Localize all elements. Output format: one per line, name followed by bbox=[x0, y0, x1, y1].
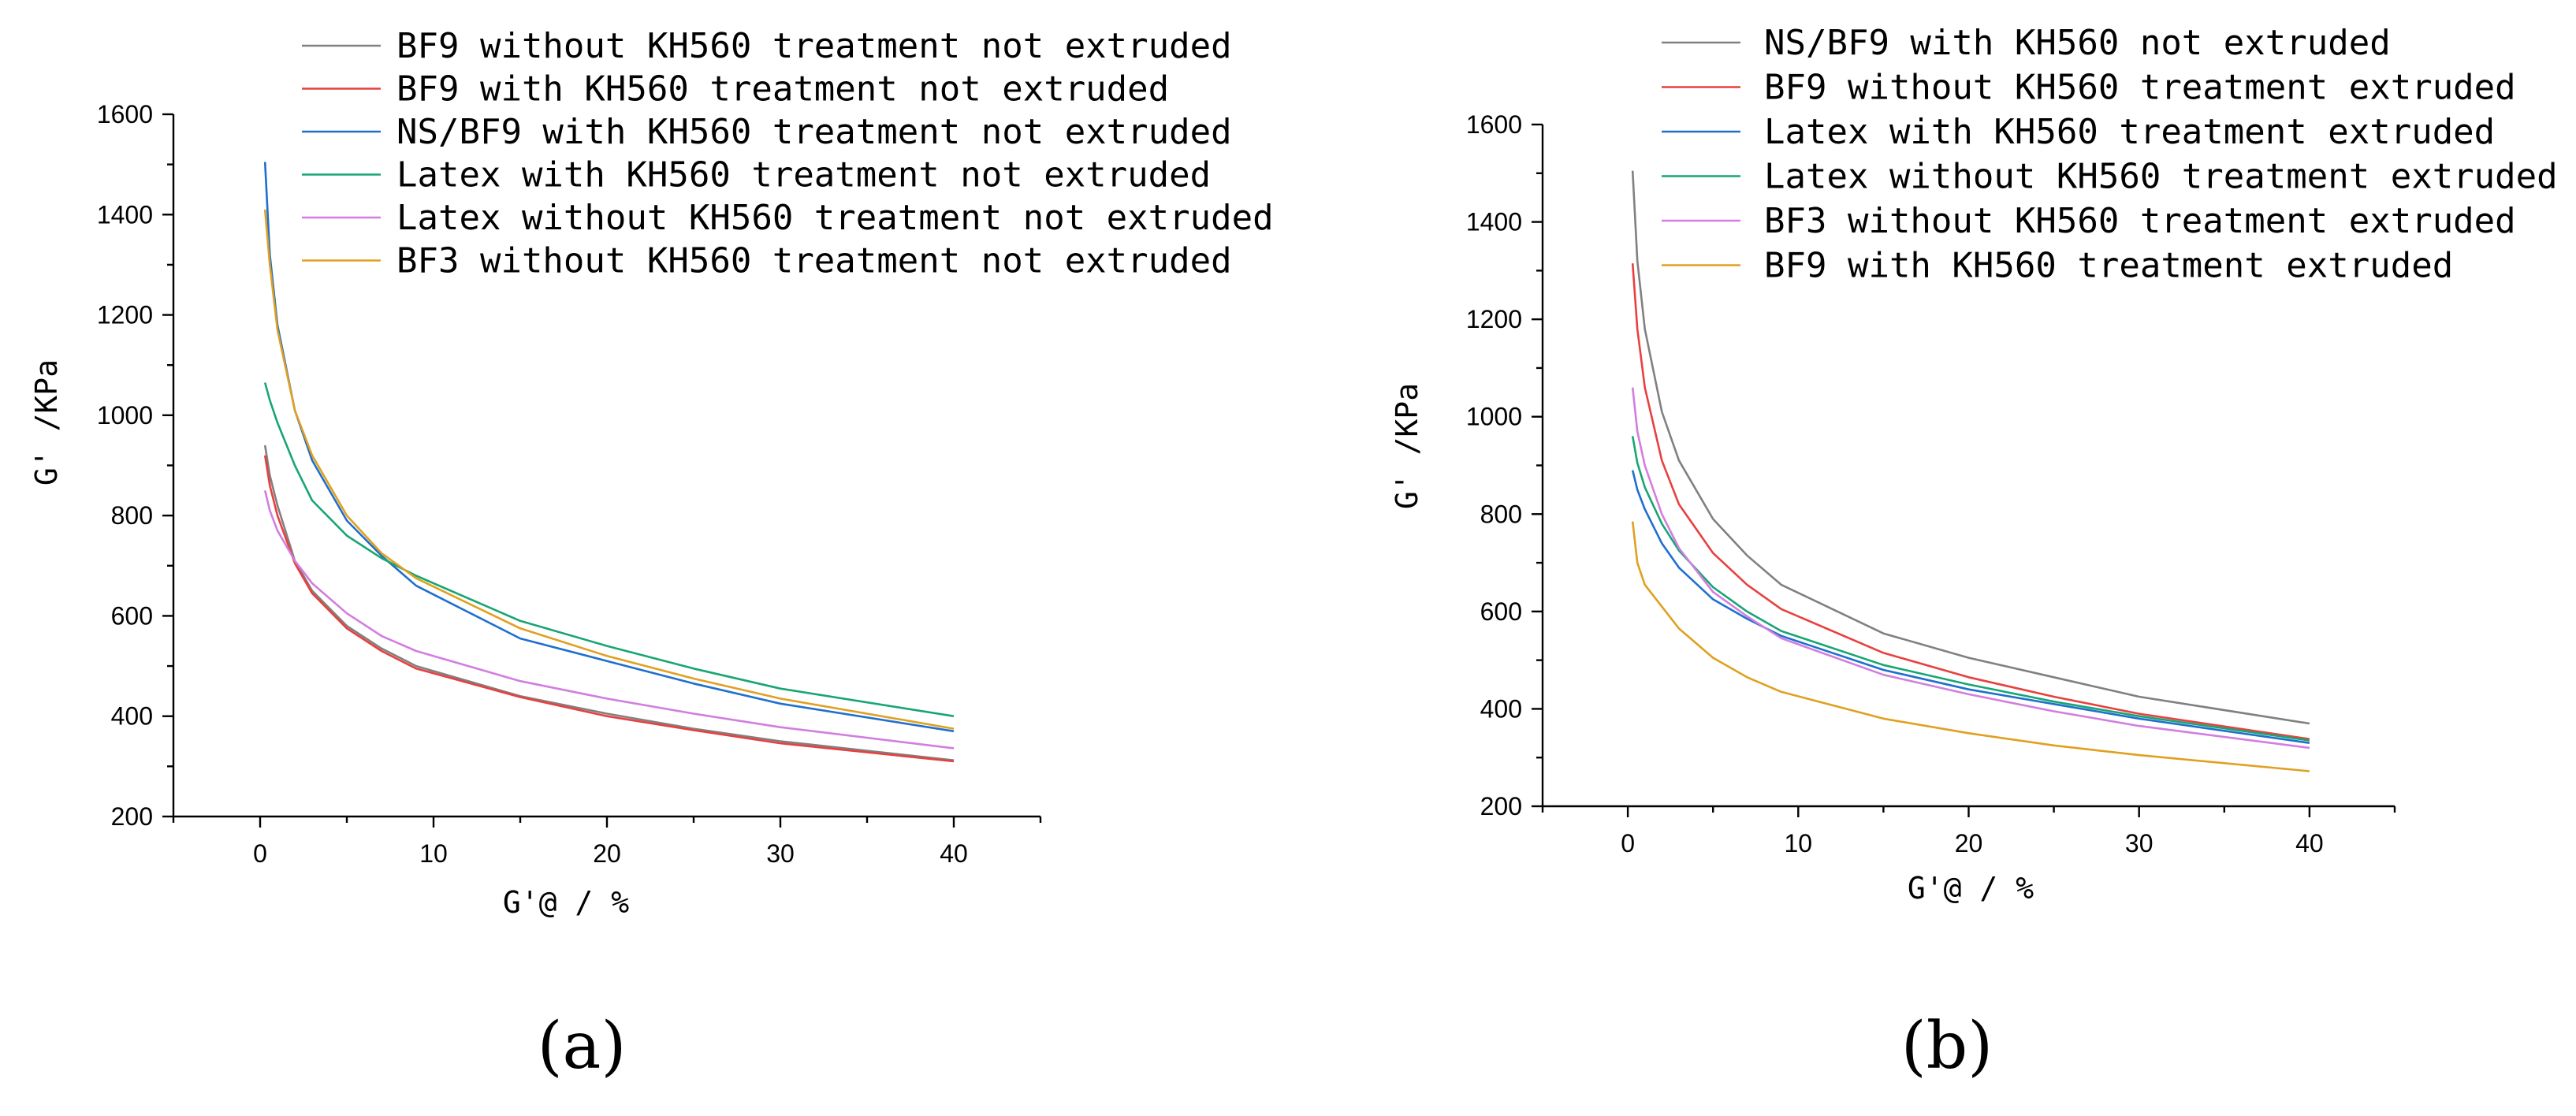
series-line-a-4 bbox=[263, 382, 955, 717]
y-tick-label-a: 1400 bbox=[97, 200, 153, 229]
legend-label-b-3: Latex with KH560 treatment extruded bbox=[1764, 112, 2495, 152]
y-tick-label-b: 400 bbox=[1480, 694, 1522, 723]
x-tick-label-b: 30 bbox=[2125, 829, 2153, 857]
panel-label-b: (b) bbox=[1901, 1009, 1993, 1084]
y-tick-label-a: 800 bbox=[111, 501, 153, 530]
series-line-b-6 bbox=[1631, 521, 2310, 772]
legend-label-a-1: BF9 without KH560 treatment not extruded bbox=[396, 26, 1232, 66]
series-line-b-2 bbox=[1631, 263, 2310, 740]
legend-label-a-2: BF9 with KH560 treatment not extruded bbox=[396, 69, 1169, 110]
legend-label-b-1: NS/BF9 with KH560 not extruded bbox=[1764, 23, 2391, 63]
x-tick-label-a: 30 bbox=[766, 839, 795, 868]
y-axis-title-a: G' /KPa bbox=[29, 359, 64, 485]
x-tick-label-b: 20 bbox=[1955, 829, 1983, 857]
legend-a: BF9 without KH560 treatment not extruded… bbox=[302, 26, 1274, 281]
y-tick-label-b: 1000 bbox=[1466, 403, 1522, 431]
series-line-b-3 bbox=[1631, 470, 2310, 744]
legend-label-a-5: Latex without KH560 treatment not extrud… bbox=[396, 198, 1274, 238]
y-tick-label-a: 200 bbox=[111, 802, 153, 831]
x-tick-label-a: 0 bbox=[253, 839, 267, 868]
x-tick-label-b: 10 bbox=[1785, 829, 1813, 857]
x-axis-title-b: G'@ / % bbox=[1908, 871, 2034, 906]
x-tick-label-a: 40 bbox=[940, 839, 968, 868]
y-tick-label-b: 800 bbox=[1480, 500, 1522, 528]
series-line-b-1 bbox=[1631, 170, 2310, 725]
panel-label-a: (a) bbox=[538, 1009, 627, 1084]
series-line-b-5 bbox=[1631, 387, 2310, 750]
x-tick-label-b: 40 bbox=[2295, 829, 2324, 857]
x-tick-label-a: 10 bbox=[419, 839, 448, 868]
y-axis-title-b: G' /KPa bbox=[1390, 383, 1424, 509]
x-tick-label-a: 20 bbox=[593, 839, 621, 868]
legend-label-b-6: BF9 with KH560 treatment extruded bbox=[1764, 246, 2453, 286]
y-tick-label-a: 1200 bbox=[97, 301, 153, 329]
series-line-a-5 bbox=[263, 489, 955, 750]
y-tick-label-a: 400 bbox=[111, 702, 153, 731]
legend-label-b-4: Latex without KH560 treatment extruded bbox=[1764, 157, 2558, 197]
y-tick-label-b: 1200 bbox=[1466, 305, 1522, 333]
series-line-a-2 bbox=[263, 455, 955, 763]
legend-label-a-3: NS/BF9 with KH560 treatment not extruded bbox=[396, 112, 1232, 152]
series-line-a-6 bbox=[263, 209, 955, 730]
y-tick-label-a: 1000 bbox=[97, 401, 153, 430]
chart-panel-b: G'@ / % G' /KPa (b) 0 10 20 30 40 200 400 600 80… bbox=[1390, 23, 2558, 1084]
y-tick-label-a: 600 bbox=[111, 601, 153, 630]
y-tick-label-b: 200 bbox=[1480, 792, 1522, 820]
legend-label-a-6: BF3 without KH560 treatment not extruded bbox=[396, 241, 1232, 281]
legend-label-b-2: BF9 without KH560 treatment extruded bbox=[1764, 68, 2516, 108]
legend-label-b-5: BF3 without KH560 treatment extruded bbox=[1764, 201, 2516, 241]
y-tick-label-b: 1400 bbox=[1466, 208, 1522, 236]
y-tick-label-b: 600 bbox=[1480, 597, 1522, 626]
series-line-b-4 bbox=[1631, 436, 2310, 742]
series-line-a-1 bbox=[263, 445, 955, 761]
x-axis-title-a: G'@ / % bbox=[503, 885, 629, 920]
y-tick-label-a: 1600 bbox=[97, 100, 153, 128]
y-tick-label-b: 1600 bbox=[1466, 110, 1522, 139]
legend-label-a-4: Latex with KH560 treatment not extruded bbox=[396, 155, 1211, 195]
x-tick-label-b: 0 bbox=[1621, 829, 1635, 857]
legend-b: NS/BF9 with KH560 not extruded BF9 withou… bbox=[1662, 23, 2558, 286]
chart-panel-a: G'@ / % G' /KPa (a) 0 10 20 30 40 200 400 600 80… bbox=[29, 26, 1274, 1084]
